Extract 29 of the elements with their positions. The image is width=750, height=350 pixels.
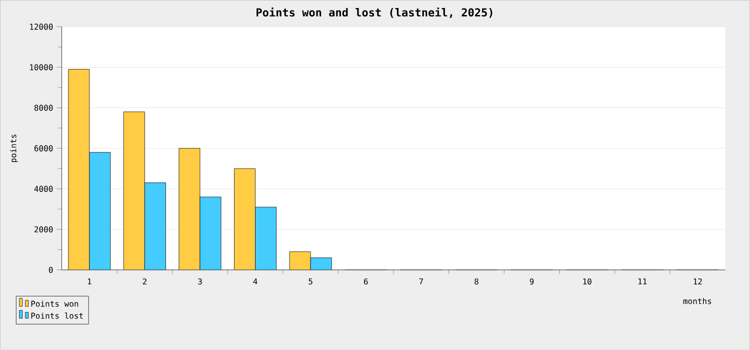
x-tick-label: 3 (198, 278, 202, 285)
chart-title: Points won and lost (lastneil, 2025) (256, 8, 492, 18)
y-tick-label: 8000 (34, 104, 53, 111)
bar (178, 148, 200, 270)
y-tick-label: 0 (48, 267, 53, 274)
x-tick-label: 4 (253, 278, 258, 284)
y-tick-label: 6000 (34, 145, 53, 152)
x-tick-label: 5 (308, 278, 312, 285)
bar (124, 112, 145, 270)
y-tick-label: 2000 (34, 226, 53, 233)
x-axis-title: months (683, 298, 712, 304)
bar (68, 69, 90, 270)
x-tick-label: 1 (88, 278, 92, 284)
x-tick-label: 7 (419, 278, 423, 284)
legend-label: Points won (31, 300, 78, 307)
x-tick-label: 9 (530, 278, 534, 285)
x-tick-label: 6 (364, 278, 368, 285)
bar (290, 252, 311, 270)
bar (234, 168, 256, 270)
y-tick-label: 4000 (34, 186, 53, 192)
x-tick-label: 8 (474, 278, 478, 285)
legend-label: Points lost (31, 312, 83, 319)
x-tick-label: 10 (583, 278, 592, 285)
x-tick-label: 12 (694, 278, 702, 285)
y-tick-label: 12000 (30, 24, 53, 30)
x-tick-label: 2 (142, 278, 146, 285)
y-axis-title: points (10, 134, 18, 162)
y-tick-label: 10000 (30, 64, 53, 70)
x-tick-label: 11 (638, 278, 647, 284)
